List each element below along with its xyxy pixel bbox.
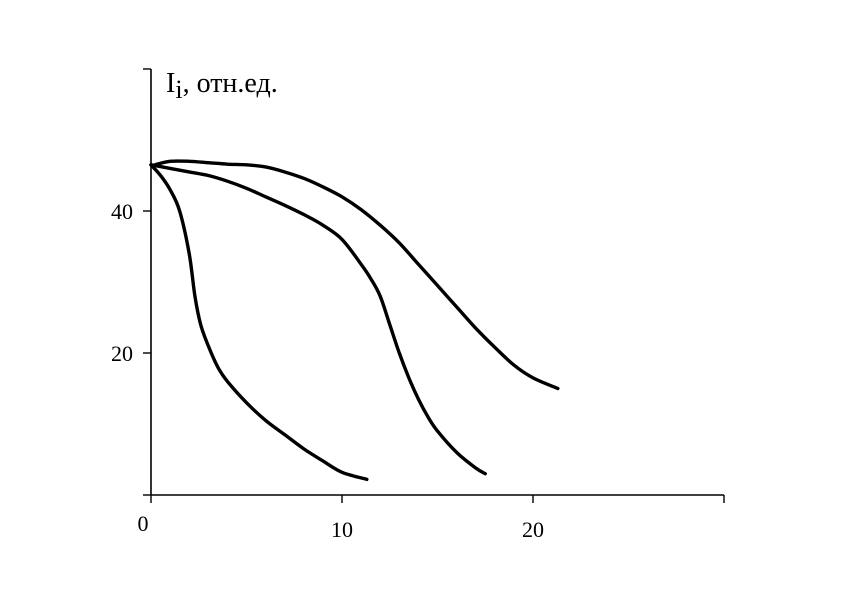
x-tick-label: 20 (522, 517, 544, 542)
series-line-1 (149, 163, 369, 482)
y-tick-label: 20 (111, 341, 133, 366)
x-tick-label: 0 (138, 511, 149, 536)
series-line-2 (149, 163, 487, 476)
y-tick-label: 40 (111, 199, 133, 224)
y-axis-label-rest: , отн.ед. (183, 68, 278, 99)
series-line-3 (153, 159, 560, 391)
x-tick-label: 10 (331, 517, 353, 542)
y-axis-label-main: I (166, 68, 175, 99)
chart-axes: 20 40 0 10 20 (111, 68, 725, 542)
y-axis-label-subscript: i (175, 75, 182, 104)
series-layer (149, 159, 560, 482)
y-axis-label: Ii, отн.ед. (166, 68, 278, 104)
